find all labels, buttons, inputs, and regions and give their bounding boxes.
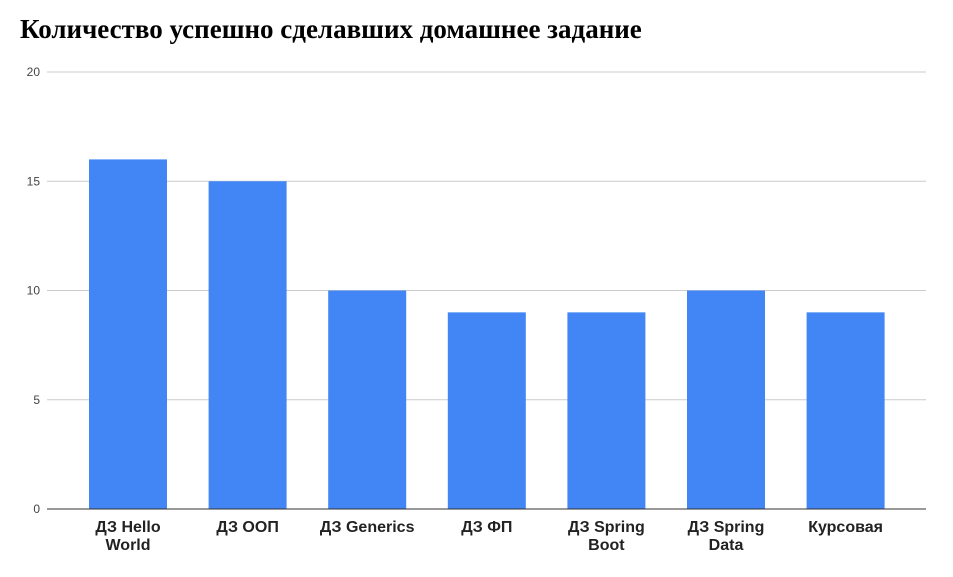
x-tick-label: Курсовая	[808, 519, 883, 536]
y-tick-label: 0	[33, 502, 40, 516]
bar	[567, 312, 646, 509]
x-tick-label: ДЗ Spring Boot	[568, 519, 645, 554]
bar	[208, 181, 287, 509]
bar	[447, 312, 526, 509]
x-tick-label: ДЗ Hello World	[95, 519, 160, 554]
x-tick-label: ДЗ Generics	[320, 519, 415, 536]
y-tick-label: 15	[27, 174, 41, 188]
y-tick-label: 10	[27, 284, 41, 298]
x-tick-label: ДЗ ООП	[216, 519, 278, 536]
bar	[687, 290, 765, 509]
y-tick-label: 5	[33, 393, 40, 407]
chart-title: Количество успешно сделавших домашнее за…	[20, 14, 642, 44]
bar	[328, 290, 407, 509]
bar	[806, 312, 885, 509]
x-tick-label: ДЗ ФП	[461, 519, 512, 536]
y-tick-label: 20	[27, 65, 41, 79]
bar	[89, 159, 167, 509]
x-tick-label: ДЗ Spring Data	[688, 519, 765, 554]
